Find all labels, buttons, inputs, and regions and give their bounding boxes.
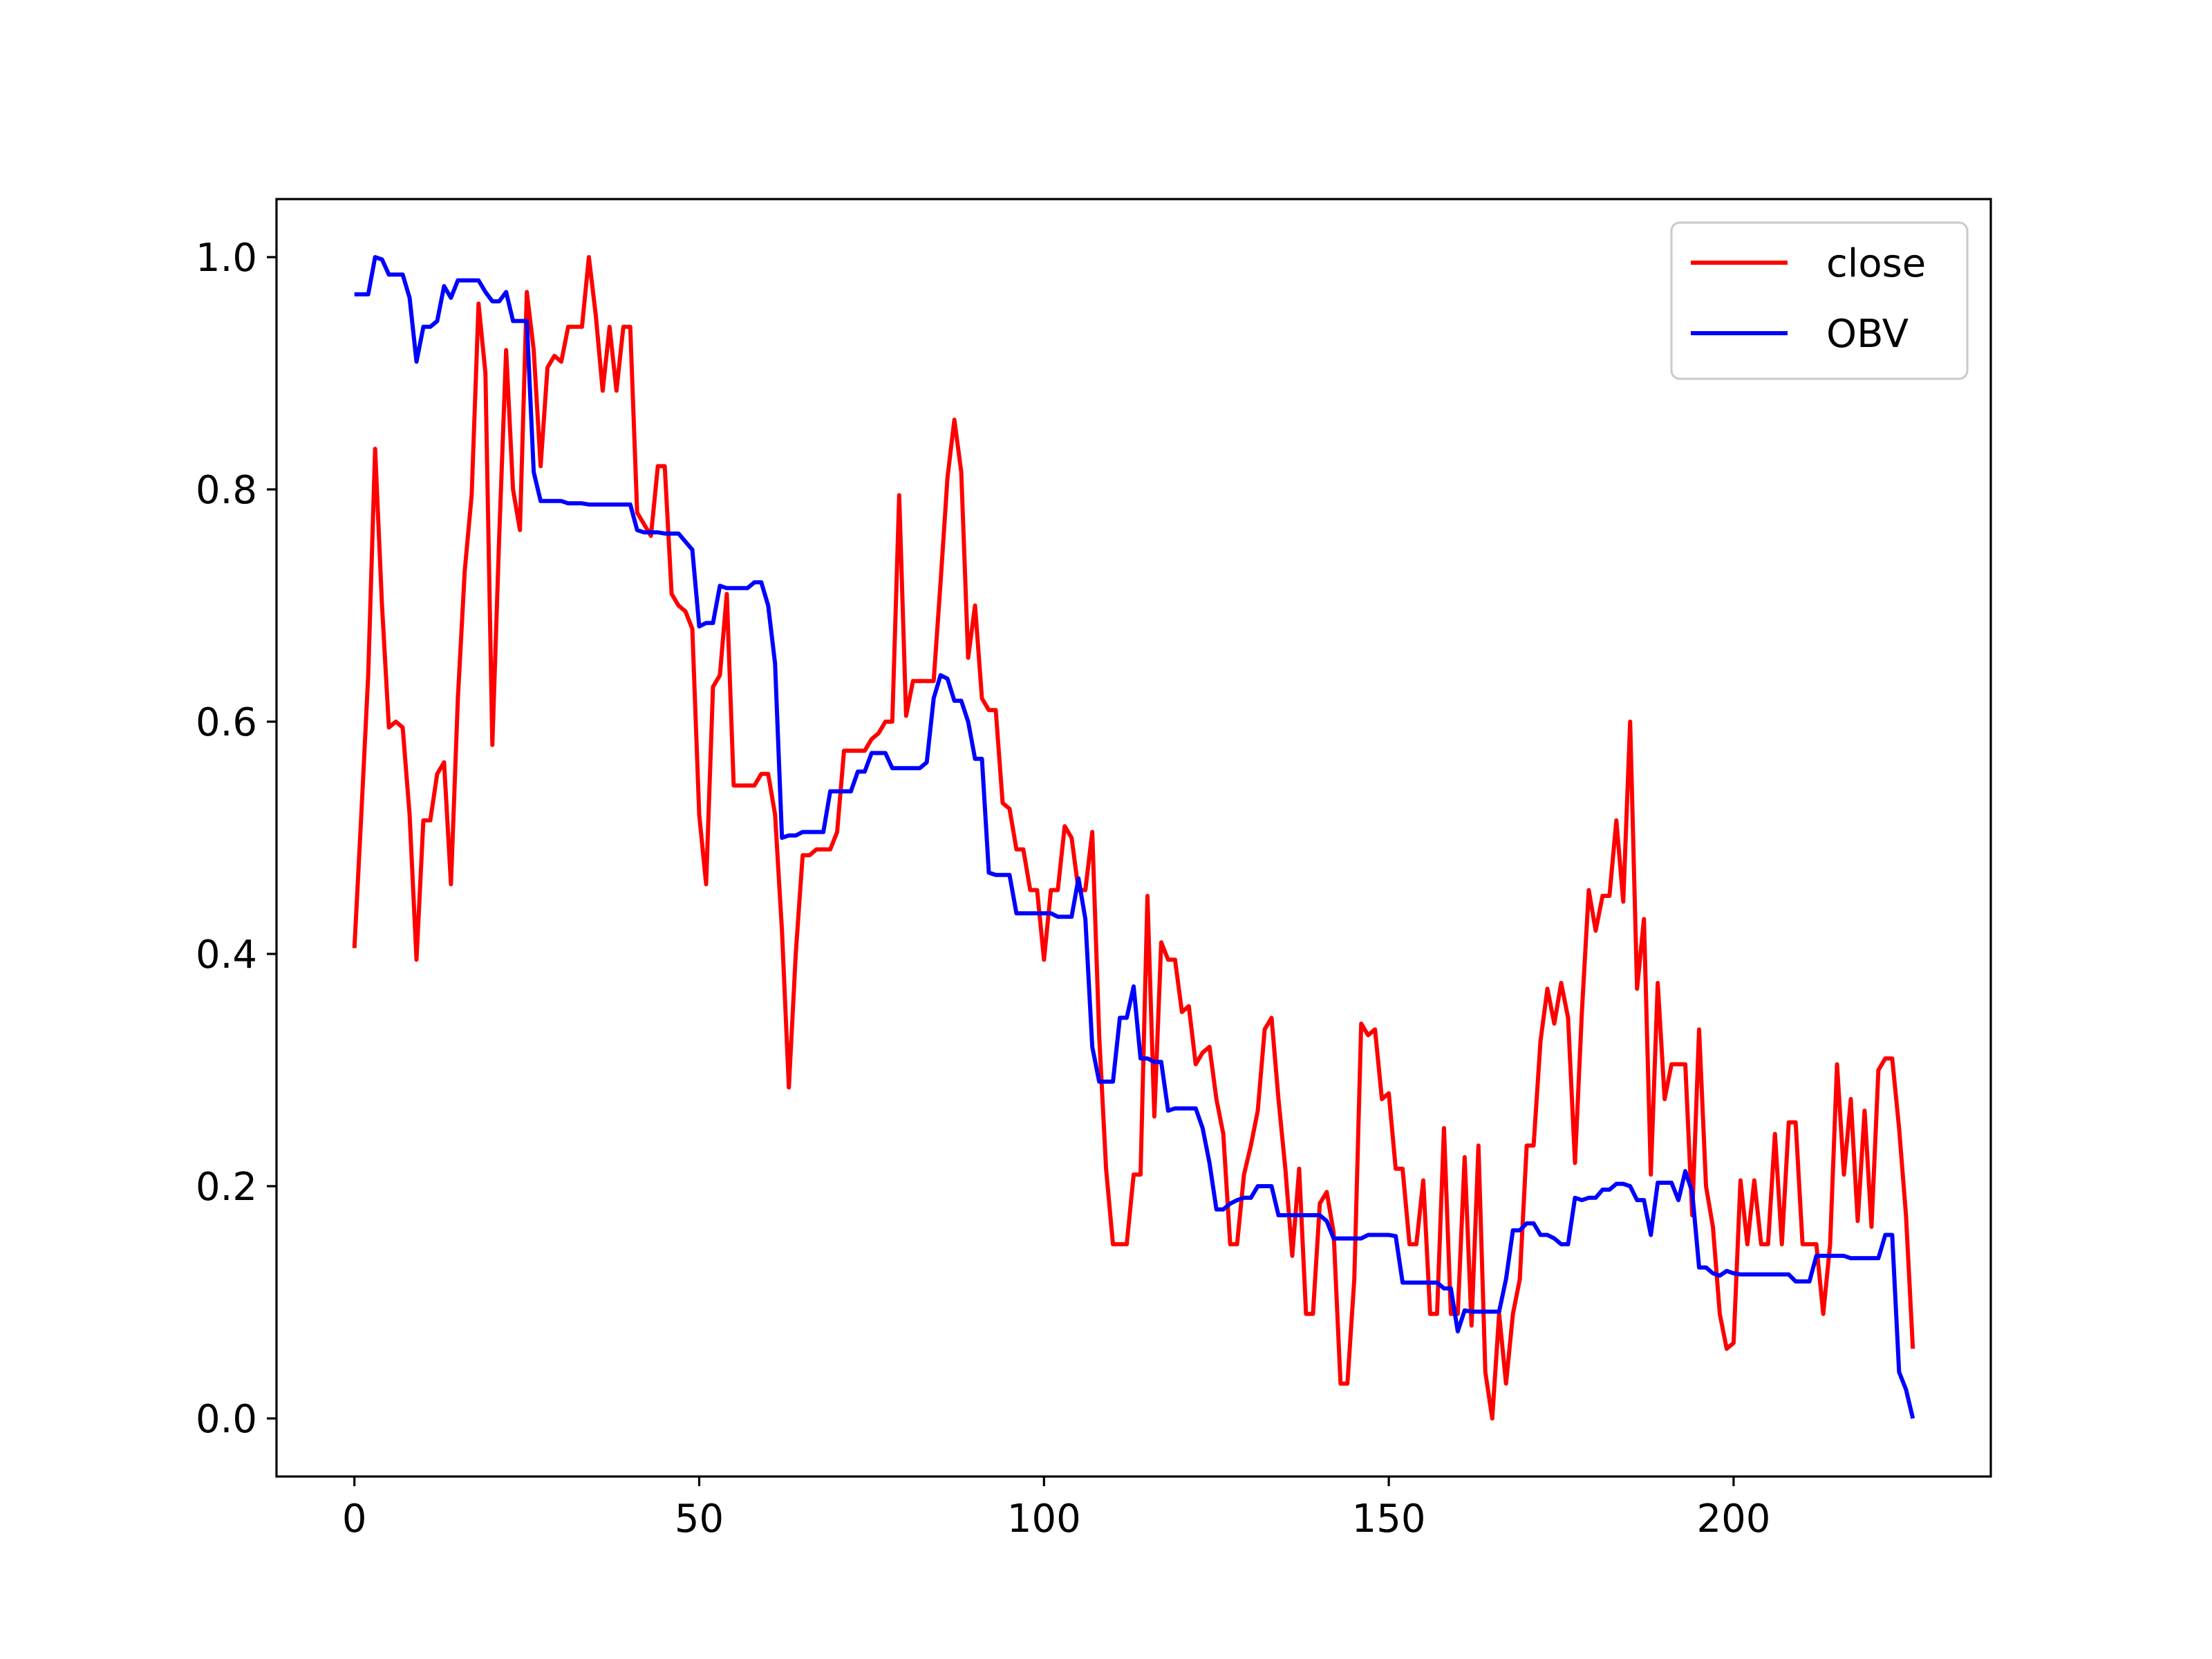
series-line xyxy=(354,255,1915,1419)
plot-frame xyxy=(275,198,1992,1478)
y-tick-label: 0.2 xyxy=(196,1165,257,1210)
x-tick-label: 0 xyxy=(342,1497,367,1541)
y-tick-label: 0.6 xyxy=(196,700,257,745)
legend-label: close xyxy=(1826,241,1926,286)
x-tick-label: 200 xyxy=(1696,1497,1770,1541)
y-tick-label: 1.0 xyxy=(196,236,257,281)
series-line xyxy=(352,255,1915,1421)
x-tick-label: 150 xyxy=(1352,1497,1426,1541)
y-tick-label: 0.0 xyxy=(196,1397,257,1442)
y-tick-label: 0.4 xyxy=(196,932,257,977)
x-tick-label: 100 xyxy=(1007,1497,1081,1541)
y-tick-label: 0.8 xyxy=(196,468,257,513)
x-tick-label: 50 xyxy=(675,1497,724,1541)
legend-label: OBV xyxy=(1826,312,1909,357)
